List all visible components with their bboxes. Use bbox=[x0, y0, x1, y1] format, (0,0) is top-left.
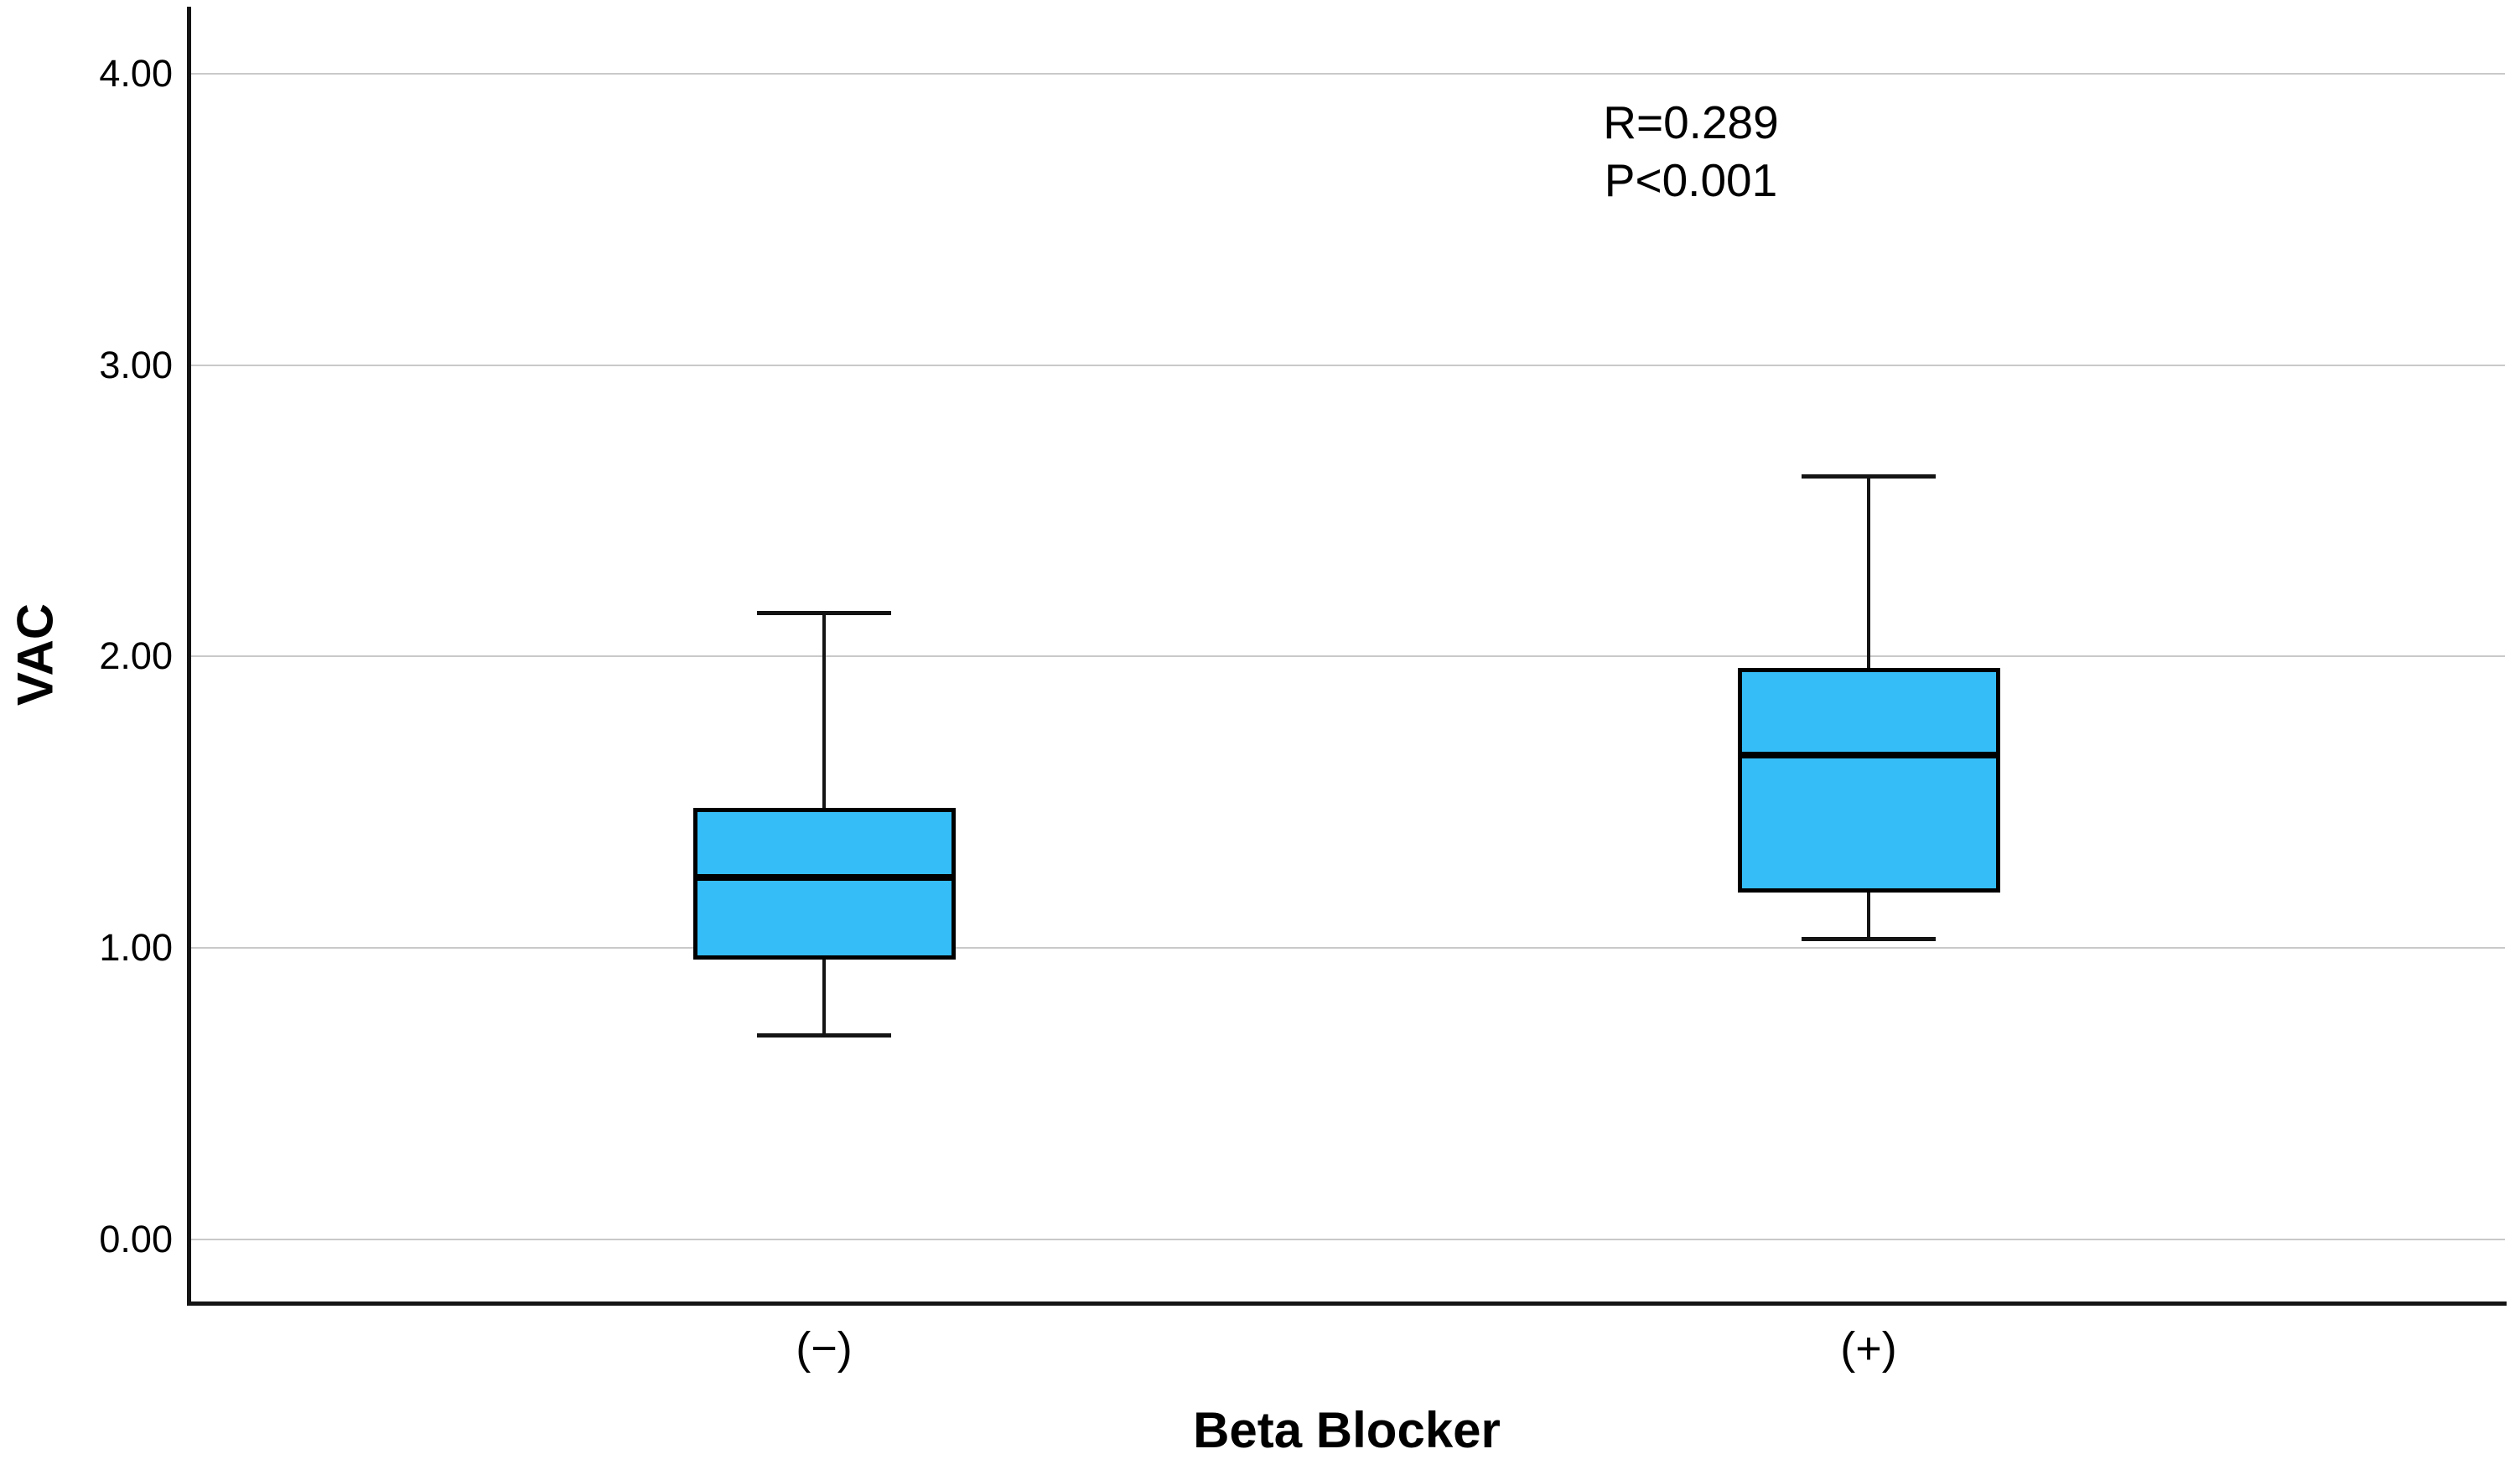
median-line bbox=[692, 874, 956, 881]
gridline-y-3.00 bbox=[190, 365, 2505, 366]
annotation-r-value: R=0.289 bbox=[1603, 96, 1779, 148]
y-tick-label: 4.00 bbox=[99, 52, 173, 95]
box-iqr bbox=[692, 808, 956, 960]
x-category-label: (−) bbox=[796, 1323, 853, 1374]
box-iqr bbox=[1737, 668, 2000, 893]
y-axis-title: VAC bbox=[7, 603, 64, 706]
whisker-cap-bottom bbox=[757, 1033, 891, 1038]
whisker-cap-top bbox=[1802, 474, 1936, 479]
gridline-y-2.00 bbox=[190, 655, 2505, 657]
whisker-cap-top bbox=[757, 611, 891, 615]
median-line bbox=[1737, 752, 2000, 758]
whisker-cap-bottom bbox=[1802, 937, 1936, 941]
y-tick-label: 0.00 bbox=[99, 1218, 173, 1260]
stats-annotation: R=0.289 P<0.001 bbox=[1439, 94, 1942, 210]
gridline-y-4.00 bbox=[190, 73, 2505, 75]
x-axis-title: Beta Blocker bbox=[1193, 1402, 1501, 1458]
annotation-p-value: P<0.001 bbox=[1604, 154, 1778, 206]
y-axis-line bbox=[187, 7, 191, 1306]
y-tick-label: 2.00 bbox=[99, 634, 173, 677]
x-axis-line bbox=[187, 1301, 2507, 1306]
gridline-y-0.00 bbox=[190, 1239, 2505, 1240]
y-tick-label: 1.00 bbox=[99, 926, 173, 969]
gridline-y-1.00 bbox=[190, 947, 2505, 949]
x-category-label: (+) bbox=[1840, 1323, 1897, 1374]
y-tick-label: 3.00 bbox=[99, 344, 173, 386]
